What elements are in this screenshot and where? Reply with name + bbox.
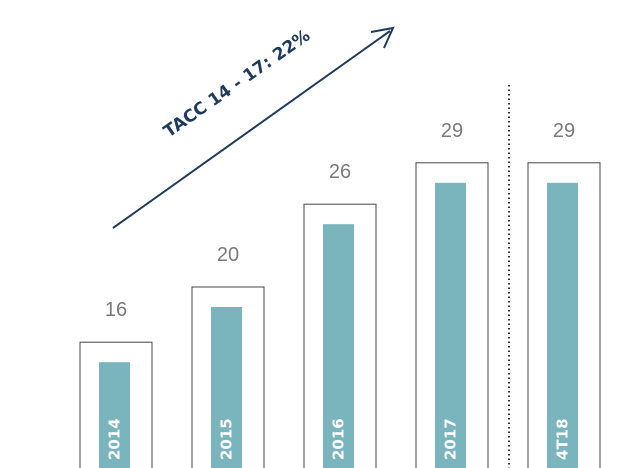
bar — [99, 362, 130, 468]
bar-outline — [415, 162, 489, 468]
category-label: 2014 — [106, 418, 124, 460]
bar-outline — [303, 203, 377, 468]
bar-outline — [191, 286, 265, 468]
category-label: 2016 — [330, 418, 348, 460]
bar — [435, 182, 466, 468]
bar-outline — [527, 162, 601, 468]
bar — [323, 224, 354, 468]
bar — [211, 307, 242, 468]
value-label: 29 — [441, 120, 463, 142]
category-label: 4T18 — [554, 418, 572, 460]
value-label: 16 — [105, 299, 127, 321]
bar — [547, 182, 578, 468]
bar-outline — [79, 341, 153, 468]
value-label: 26 — [329, 161, 351, 183]
value-label: 20 — [217, 244, 239, 266]
annotation: TACC 14 - 17: 22% — [160, 26, 314, 142]
category-label: 2017 — [442, 418, 460, 460]
value-label: 29 — [553, 120, 575, 142]
arrow-head — [370, 26, 395, 49]
category-label: 2015 — [218, 418, 236, 460]
trend-arrow — [112, 30, 391, 229]
